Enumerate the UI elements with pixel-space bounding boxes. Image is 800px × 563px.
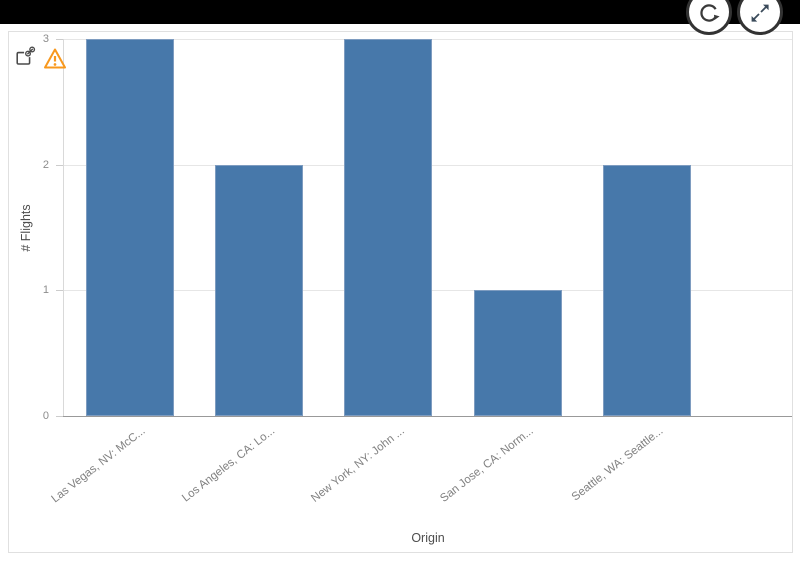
top-bar: [0, 0, 800, 24]
chart-card: 0 1 2 3 Las Vegas, NV: McC... Los Angeles, CA…: [8, 31, 793, 553]
bar-3[interactable]: [473, 290, 562, 416]
y-tick-label: 1: [42, 284, 49, 297]
y-tick-label: 2: [42, 158, 49, 171]
x-category-label[interactable]: Los Angeles, CA: Lo...: [180, 425, 278, 505]
y-tick-label: 0: [42, 410, 49, 422]
expand-button[interactable]: [737, 0, 783, 35]
x-axis-baseline: [63, 416, 792, 417]
y-tick-mark: [56, 39, 63, 40]
bar-0[interactable]: [85, 39, 174, 416]
y-tick-mark: [56, 416, 63, 417]
warning-icon: [43, 47, 67, 75]
y-tick-mark: [56, 290, 63, 292]
warning-badge[interactable]: [43, 47, 67, 75]
bar-4[interactable]: [603, 164, 692, 416]
y-axis-title: # Flights: [19, 204, 33, 252]
x-category-label[interactable]: San Jose, CA: Norm...: [438, 425, 537, 505]
bar-1[interactable]: [214, 164, 303, 416]
y-tick-label: 3: [42, 33, 49, 45]
y-axis-line: [63, 39, 64, 416]
share-chart-button[interactable]: [13, 46, 37, 74]
refresh-icon: [696, 0, 722, 31]
x-category-label[interactable]: Seattle, WA: Seattle...: [569, 425, 666, 504]
expand-icon: [748, 0, 772, 30]
x-axis-title: Origin: [411, 531, 445, 545]
share-chart-icon: [14, 46, 36, 74]
refresh-button[interactable]: [686, 0, 732, 35]
bar-chart-plot: 0 1 2 3 Las Vegas, NV: McC... Los Angeles, CA…: [9, 32, 792, 552]
y-tick-mark: [56, 164, 63, 166]
x-category-label[interactable]: Las Vegas, NV: McC...: [49, 425, 148, 506]
x-category-label[interactable]: New York, NY: John ...: [309, 425, 407, 505]
bar-2[interactable]: [344, 39, 433, 416]
